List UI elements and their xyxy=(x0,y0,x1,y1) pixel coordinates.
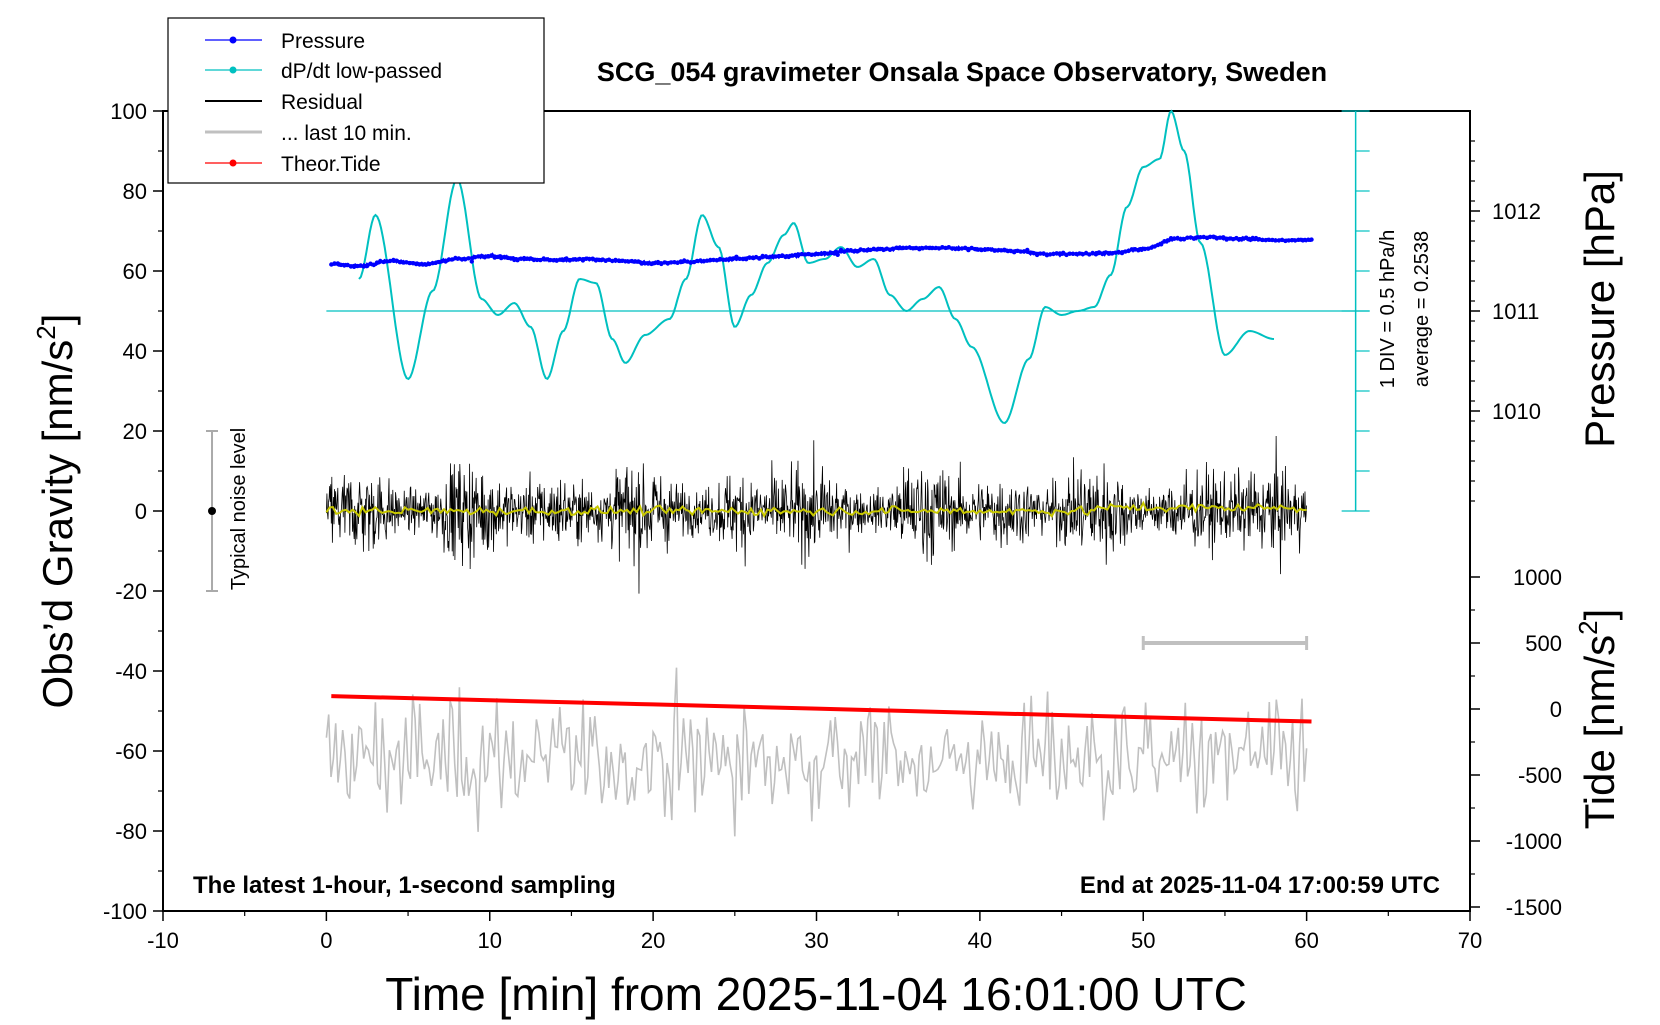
series-residual-smoothed-line xyxy=(325,500,1307,519)
tide-tick-label: -1500 xyxy=(1506,895,1562,920)
series-residual-line xyxy=(325,435,1308,594)
pressure-point xyxy=(835,252,840,257)
tide-tick-label: 1000 xyxy=(1513,565,1562,590)
x-axis-label: Time [min] from 2025-11-04 16:01:00 UTC xyxy=(385,968,1247,1020)
left-axis-label-main: Obs’d Gravity [nm/s xyxy=(34,340,81,709)
tide-tick-label: -1000 xyxy=(1506,829,1562,854)
x-tick-label: -10 xyxy=(147,928,179,953)
footer-right-text: End at 2025-11-04 17:00:59 UTC xyxy=(1080,872,1440,899)
tide-tick-label: 0 xyxy=(1550,697,1562,722)
tide-axis-label-end: ] xyxy=(1576,609,1623,621)
left-tick-label: 0 xyxy=(135,499,147,524)
pressure-tick-label: 1012 xyxy=(1492,199,1541,224)
noise-bar-center xyxy=(208,507,217,515)
legend-entry-last10: ... last 10 min. xyxy=(205,122,412,145)
x-tick-label: 50 xyxy=(1131,928,1155,953)
x-tick-label: 60 xyxy=(1294,928,1318,953)
left-axis-label: Obs’d Gravity [nm/s2] xyxy=(31,314,81,709)
x-tick-label: 40 xyxy=(968,928,992,953)
series-tide-line xyxy=(331,694,1312,724)
left-tick-label: -40 xyxy=(115,659,147,684)
axis-layer: -10 0 10 20 30 40 50 60 70100806040200-20-40-60-… xyxy=(103,99,1562,953)
series-pressure-line xyxy=(330,235,1313,269)
left-tick-label: 60 xyxy=(123,259,147,284)
left-tick-label: -80 xyxy=(115,819,147,844)
x-tick-label: 10 xyxy=(478,928,502,953)
left-tick-label: -20 xyxy=(115,579,147,604)
pressure-tick-label: 1011 xyxy=(1492,299,1539,324)
left-tick-label: 80 xyxy=(123,179,147,204)
left-axis-label-sup: 2 xyxy=(31,325,61,339)
left-tick-label: 100 xyxy=(110,99,147,124)
legend-marker-tide xyxy=(229,159,237,167)
legend-marker-dpdt xyxy=(229,66,237,74)
chart-title: SCG_054 gravimeter Onsala Space Observat… xyxy=(597,57,1327,87)
legend-entry-residual: Residual xyxy=(205,91,363,114)
tide-tick-label: -500 xyxy=(1518,763,1562,788)
tide-tick-label: 500 xyxy=(1525,631,1562,656)
dpdt-scale-avg-label: average = 0.2538 xyxy=(1411,231,1433,387)
legend-label-residual: Residual xyxy=(281,91,363,114)
legend-entry-tide: Theor.Tide xyxy=(205,153,381,176)
footer-left-text: The latest 1-hour, 1-second sampling xyxy=(193,872,616,899)
x-tick-label: 30 xyxy=(804,928,828,953)
legend-label-tide: Theor.Tide xyxy=(281,153,381,176)
dpdt-scale-div-label: 1 DIV = 0.5 hPa/h xyxy=(1377,230,1399,388)
legend-entry-dpdt: dP/dt low-passed xyxy=(205,60,442,83)
left-tick-label: 20 xyxy=(123,419,147,444)
legend-label-last10: ... last 10 min. xyxy=(281,122,412,145)
left-tick-label: -60 xyxy=(115,739,147,764)
series-last10-line xyxy=(325,667,1308,837)
legend-label-dpdt: dP/dt low-passed xyxy=(281,60,442,83)
legend-entry-pressure: Pressure xyxy=(205,30,365,53)
left-tick-label: 40 xyxy=(123,339,147,364)
left-axis-label-end: ] xyxy=(34,314,81,326)
x-tick-label: 20 xyxy=(641,928,665,953)
x-tick-label: 70 xyxy=(1458,928,1482,953)
legend-marker-pressure xyxy=(229,36,237,44)
series-layer xyxy=(325,109,1370,837)
tide-axis-label-sup: 2 xyxy=(1573,620,1603,634)
x-tick-label: 0 xyxy=(320,928,332,953)
pressure-point xyxy=(469,259,474,264)
series-dpdt-line xyxy=(358,109,1275,424)
tide-axis-label-main: Tide [nm/s xyxy=(1576,635,1623,830)
legend-label-pressure: Pressure xyxy=(281,30,365,53)
pressure-tick-label: 1010 xyxy=(1492,399,1541,424)
legend: Pressure dP/dt low-passed Residual ... l… xyxy=(167,17,545,184)
pressure-axis-label: Pressure [hPa] xyxy=(1576,170,1623,448)
left-tick-label: -100 xyxy=(103,899,147,924)
tide-axis-label: Tide [nm/s2] xyxy=(1573,609,1623,830)
noise-level-label: Typical noise level xyxy=(228,428,250,590)
